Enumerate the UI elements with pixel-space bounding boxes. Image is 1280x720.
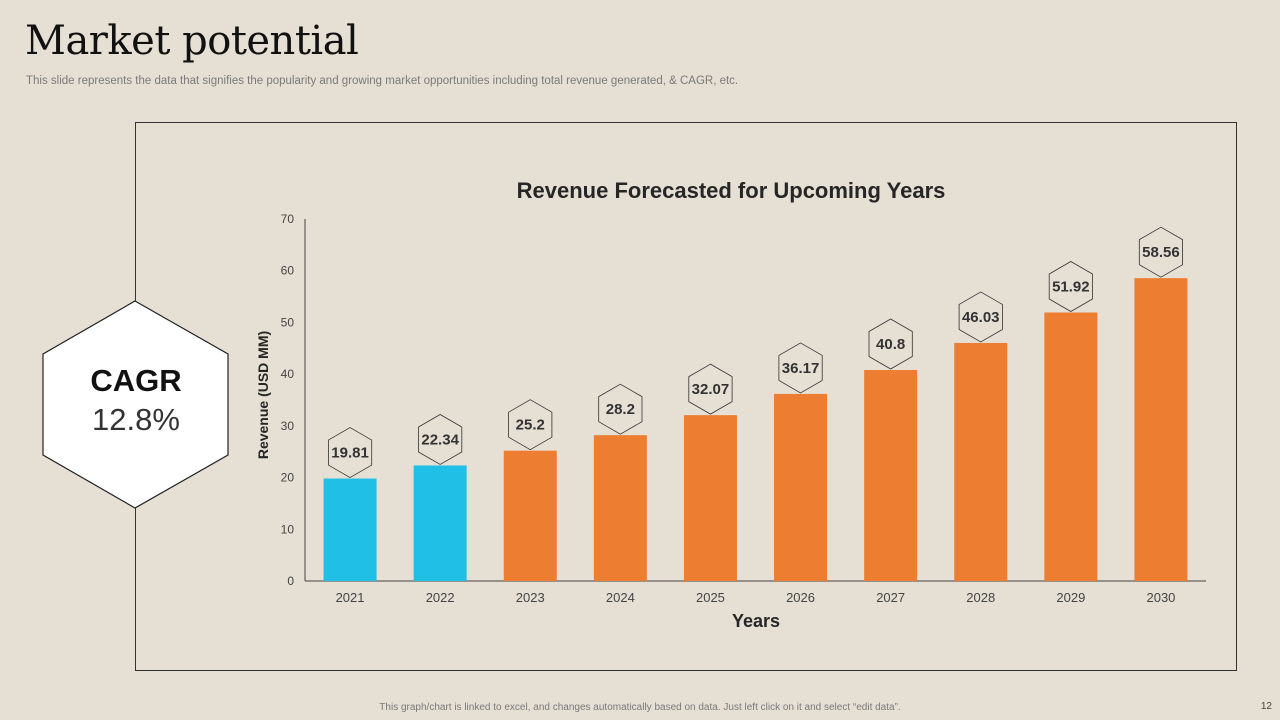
- y-tick-label: 70: [281, 212, 295, 226]
- data-label-hexagon: [778, 342, 823, 394]
- x-axis-label: Years: [732, 611, 780, 631]
- cagr-hexagon-shape: [42, 300, 229, 509]
- data-label-hexagon: [958, 291, 1003, 343]
- data-label-hexagon: [418, 414, 463, 465]
- bar-2028: [954, 342, 1008, 581]
- data-label-hexagon: [598, 383, 643, 435]
- y-tick-label: 0: [287, 574, 294, 588]
- bar-2021: [323, 478, 377, 581]
- chart-title: Revenue Forecasted for Upcoming Years: [517, 178, 946, 203]
- data-label-hexagon: [1048, 261, 1093, 312]
- x-tick-label: 2026: [786, 590, 815, 605]
- y-tick-label: 20: [281, 471, 295, 485]
- x-tick-label: 2025: [696, 590, 725, 605]
- y-tick-label: 40: [281, 367, 295, 381]
- bar-2026: [774, 393, 828, 581]
- cagr-label: CAGR: [90, 363, 182, 398]
- cagr-value: 12.8%: [92, 402, 180, 437]
- y-tick-label: 10: [281, 522, 295, 536]
- bar-2029: [1044, 312, 1098, 581]
- data-label: 28.2: [606, 401, 635, 418]
- data-label-hexagon: [868, 318, 913, 370]
- page-number: 12: [1260, 701, 1272, 712]
- footer-note: This graph/chart is linked to excel, and…: [379, 702, 901, 713]
- x-tick-label: 2029: [1056, 590, 1085, 605]
- bar-2022: [413, 465, 467, 581]
- slide-title: Market potential: [25, 18, 359, 64]
- x-tick-label: 2028: [966, 590, 995, 605]
- data-label-hexagon: [688, 363, 733, 415]
- x-tick-label: 2030: [1146, 590, 1175, 605]
- data-label: 58.56: [1142, 244, 1180, 261]
- x-tick-label: 2022: [426, 590, 455, 605]
- data-label-hexagon: [1138, 226, 1183, 278]
- data-label: 22.34: [421, 431, 459, 448]
- y-tick-label: 30: [281, 419, 295, 433]
- y-tick-label: 60: [281, 264, 295, 278]
- data-label: 40.8: [876, 336, 905, 353]
- bar-2023: [503, 450, 557, 581]
- data-label-hexagon: [327, 427, 373, 479]
- x-tick-label: 2023: [516, 590, 545, 605]
- data-label: 25.2: [516, 417, 545, 434]
- y-axis-label: Revenue (USD MM): [255, 331, 271, 459]
- data-label: 32.07: [692, 381, 730, 398]
- data-label: 36.17: [782, 360, 820, 377]
- x-tick-label: 2027: [876, 590, 905, 605]
- x-tick-label: 2021: [336, 590, 365, 605]
- bar-2025: [683, 415, 737, 581]
- data-label: 19.81: [331, 445, 369, 462]
- data-label: 51.92: [1052, 278, 1090, 295]
- bar-2030: [1134, 278, 1188, 581]
- cagr-hexagon: [42, 300, 229, 509]
- cagr-badge: CAGR 12.8%: [43, 365, 229, 435]
- x-tick-label: 2024: [606, 590, 635, 605]
- y-tick-label: 50: [281, 315, 295, 329]
- slide-subtitle: This slide represents the data that sign…: [26, 75, 739, 87]
- bar-2024: [593, 435, 647, 581]
- data-label-hexagon: [508, 399, 553, 451]
- data-label: 46.03: [962, 309, 1000, 326]
- bar-2027: [864, 370, 918, 581]
